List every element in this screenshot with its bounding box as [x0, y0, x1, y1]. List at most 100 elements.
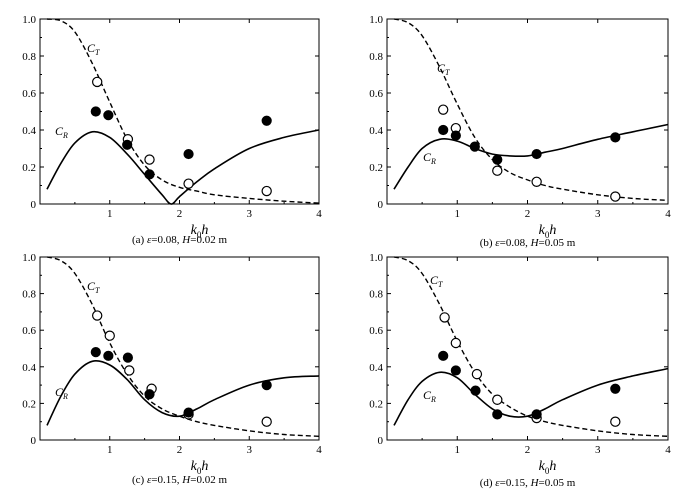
ct-label-main: C [437, 61, 446, 75]
caption-part: =0.05 m [539, 477, 576, 489]
ct-label-main: C [87, 279, 96, 293]
ct-point [610, 416, 621, 427]
caption-part: =0.02 m [190, 234, 227, 246]
ct-label-main: C [87, 41, 96, 55]
cr-point [610, 383, 621, 394]
x-tick-label: 1 [455, 444, 461, 456]
cr-curve [46, 360, 320, 426]
caption-part: ε [495, 477, 500, 489]
ct-label: CT [87, 41, 100, 57]
cr-point [469, 141, 480, 152]
cr-label: CR [423, 388, 436, 404]
panel-caption: (d) ε=0.15, H=0.05 m [480, 477, 576, 489]
ct-point [124, 365, 135, 376]
ct-point [492, 394, 503, 405]
panel-caption: (b) ε=0.08, H=0.05 m [480, 237, 576, 249]
cr-label-main: C [423, 388, 432, 402]
y-tick-label: 0.6 [22, 88, 36, 100]
x-axis-title-sub: 0 [197, 466, 202, 476]
cr-label-sub: R [430, 395, 436, 404]
x-axis-title: k0h [191, 459, 209, 476]
cr-point [438, 124, 449, 136]
cr-label: CR [423, 150, 436, 166]
y-tick-label: 0.6 [22, 325, 36, 337]
cr-point [90, 347, 101, 358]
ct-curve [393, 18, 669, 201]
ct-label-main: C [430, 273, 439, 287]
cr-point [261, 380, 272, 391]
ct-label-sub: T [95, 286, 100, 295]
x-tick-label: 3 [595, 208, 601, 220]
cr-point [531, 409, 542, 420]
x-axis-title-h: h [201, 459, 208, 474]
x-tick-label: 1 [455, 208, 461, 220]
ct-point [439, 312, 450, 323]
y-tick-label: 1.0 [22, 14, 36, 26]
y-tick-label: 0.4 [22, 125, 36, 137]
caption-part: (c) [132, 474, 147, 486]
y-tick-label: 0.4 [369, 125, 383, 137]
y-tick-label: 0.8 [369, 51, 383, 63]
y-tick-label: 0.8 [369, 289, 383, 301]
cr-point [438, 350, 449, 361]
x-axis-title: k0h [539, 223, 557, 240]
y-tick-label: 0.4 [369, 362, 383, 374]
caption-part: ε [495, 237, 500, 249]
x-tick-label: 3 [247, 208, 253, 220]
x-axis-title: k0h [191, 223, 209, 240]
cr-point [122, 352, 133, 363]
caption-part: H [181, 474, 191, 486]
cr-point [103, 110, 114, 121]
caption-part: (d) [480, 477, 496, 489]
caption-part: H [530, 237, 540, 249]
cr-point [183, 407, 194, 418]
ct-point [610, 191, 621, 202]
cr-point [144, 169, 155, 180]
caption-part: =0.05 m [539, 237, 576, 249]
x-tick-label: 3 [247, 444, 253, 456]
cr-point [183, 148, 194, 160]
cr-point [610, 132, 621, 143]
cr-point [261, 115, 272, 126]
x-tick-label: 2 [177, 444, 183, 456]
cr-label-main: C [55, 124, 64, 138]
x-tick-label: 4 [316, 444, 322, 456]
x-tick-label: 4 [316, 208, 322, 220]
y-tick-label: 0.6 [369, 325, 383, 337]
ct-point [261, 185, 272, 197]
ct-point [91, 310, 103, 321]
y-tick-label: 0.2 [22, 162, 36, 174]
ct-point [144, 154, 155, 165]
caption-part: =0.08, [500, 237, 531, 249]
y-tick-label: 0.2 [369, 162, 383, 174]
x-axis-title-k: k [191, 459, 198, 474]
cr-point [492, 409, 503, 420]
x-tick-label: 1 [107, 208, 113, 220]
cr-label-main: C [423, 150, 432, 164]
caption-part: =0.15, [500, 477, 531, 489]
y-tick-label: 0.8 [22, 51, 36, 63]
cr-point [492, 154, 503, 165]
ct-point [438, 104, 449, 115]
cr-point [531, 148, 542, 160]
caption-part: =0.02 m [190, 474, 227, 486]
cr-curve [46, 129, 320, 205]
cr-point [90, 106, 101, 117]
x-axis-title-h: h [201, 223, 208, 238]
caption-part: (b) [480, 237, 496, 249]
ct-point [91, 76, 103, 88]
caption-part: ε [147, 474, 152, 486]
ct-point [471, 368, 483, 380]
ct-label-sub: T [438, 280, 443, 289]
y-tick-label: 0.2 [369, 398, 383, 410]
x-tick-label: 4 [665, 444, 671, 456]
cr-point [103, 350, 114, 361]
cr-label-sub: R [62, 131, 68, 140]
x-axis-title-h: h [549, 459, 556, 474]
x-tick-label: 3 [595, 444, 601, 456]
cr-point [450, 130, 461, 141]
